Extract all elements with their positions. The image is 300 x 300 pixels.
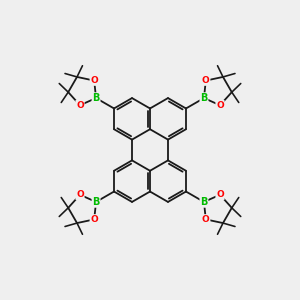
Text: B: B <box>200 197 208 207</box>
Text: O: O <box>202 215 210 224</box>
Text: B: B <box>92 93 100 103</box>
Text: O: O <box>202 76 210 85</box>
Text: O: O <box>216 190 224 199</box>
Text: O: O <box>76 190 84 199</box>
Text: B: B <box>200 93 208 103</box>
Text: O: O <box>216 101 224 110</box>
Text: O: O <box>76 101 84 110</box>
Text: O: O <box>90 215 98 224</box>
Text: B: B <box>92 197 100 207</box>
Text: O: O <box>90 76 98 85</box>
